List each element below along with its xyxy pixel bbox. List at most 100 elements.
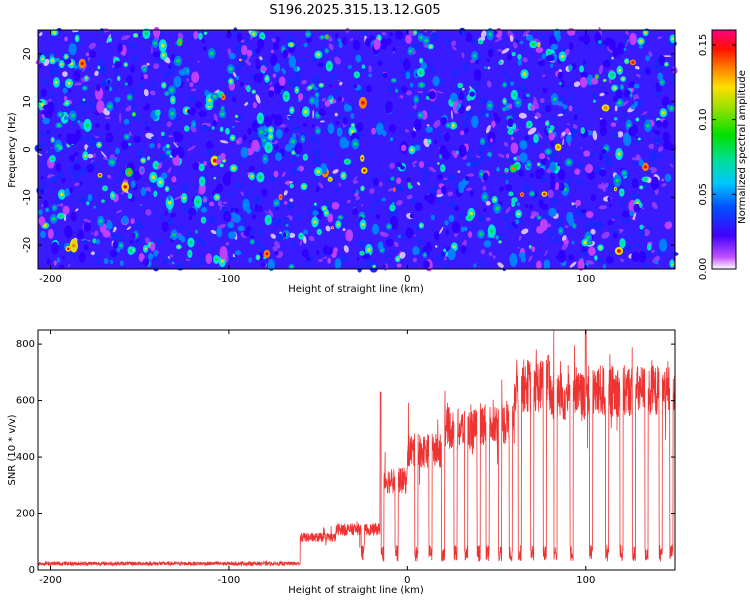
- spectrogram-blob: [273, 170, 279, 178]
- spectrogram-texture: [411, 196, 417, 205]
- spectrogram-texture: [539, 98, 545, 103]
- spectrogram-texture: [625, 30, 629, 35]
- spectrogram-blob: [562, 104, 568, 110]
- spectrogram-blob: [483, 66, 487, 69]
- spectrogram-blob: [251, 165, 255, 171]
- spectrogram-texture: [497, 153, 505, 158]
- spectrogram-blob: [382, 264, 386, 269]
- spectrogram-blob: [405, 227, 414, 239]
- spectrogram-texture: [264, 210, 268, 214]
- spectrogram-texture: [420, 179, 429, 185]
- spectrogram-blob: [40, 230, 46, 239]
- spectrogram-blob-core: [247, 87, 250, 90]
- spectrogram-blob: [241, 44, 248, 56]
- spectrogram-blob: [68, 89, 72, 93]
- spectrogram-xtick-label: 100: [576, 274, 595, 285]
- spectrogram-blob: [469, 91, 476, 97]
- spectrogram-blob: [38, 209, 43, 216]
- spectrogram-blob-core: [290, 265, 293, 269]
- spectrogram-blob: [229, 207, 234, 214]
- spectrogram-blob-core: [393, 188, 395, 191]
- spectrogram-texture: [327, 150, 333, 157]
- spectrogram-texture: [485, 200, 491, 206]
- spectrogram-texture: [291, 82, 296, 88]
- spectrogram-blob-core: [598, 246, 602, 250]
- spectrogram-blob: [546, 54, 555, 62]
- spectrogram-texture: [510, 110, 518, 115]
- spectrogram-blob: [61, 255, 65, 259]
- spectrogram-texture: [57, 174, 63, 180]
- spectrogram-blob: [505, 180, 509, 185]
- spectrogram-blob-core: [259, 130, 264, 134]
- spectrogram-texture: [551, 198, 558, 206]
- spectrogram-blob: [240, 146, 249, 159]
- spectrogram-blob: [278, 76, 286, 86]
- spectrogram-blob: [464, 176, 470, 182]
- spectrogram-texture: [404, 129, 409, 133]
- spectrogram-texture: [621, 199, 625, 207]
- spectrogram-texture: [290, 241, 296, 248]
- spectrogram-texture: [388, 188, 393, 192]
- spectrogram-blob-core: [50, 157, 54, 161]
- spectrogram-blob: [178, 148, 185, 159]
- spectrogram-blob-core: [214, 177, 216, 179]
- spectrogram-texture: [566, 84, 572, 90]
- spectrogram-texture: [42, 78, 47, 86]
- spectrogram-blob-core: [617, 100, 622, 105]
- spectrogram-blob: [83, 222, 91, 232]
- spectrogram-texture: [503, 157, 508, 161]
- spectrogram-blob: [313, 86, 318, 91]
- spectrogram-blob-core: [427, 97, 429, 99]
- spectrogram-blob-core: [161, 53, 166, 57]
- spectrogram-blob: [388, 123, 397, 134]
- spectrogram-blob-core: [161, 133, 164, 135]
- spectrogram-texture: [466, 156, 476, 161]
- spectrogram-blob-core: [488, 32, 492, 36]
- spectrogram-texture: [522, 184, 531, 192]
- spectrogram-blob-core: [516, 100, 520, 105]
- spectrogram-blob-core: [132, 113, 135, 116]
- spectrogram-blob: [426, 241, 431, 247]
- spectrogram-texture: [580, 147, 583, 150]
- spectrogram-texture: [558, 47, 567, 52]
- colorbar: 0.00 0.05 0.10 0.15 Normalized spectral amp…: [698, 29, 748, 280]
- spectrogram-blob-core: [177, 245, 181, 249]
- spectrogram-blob: [386, 37, 392, 46]
- spectrogram-blob-core: [330, 97, 332, 99]
- spectrogram-blob: [121, 215, 129, 225]
- spectrogram-texture: [49, 91, 55, 100]
- spectrogram-blob: [335, 32, 339, 39]
- spectrogram-texture: [78, 166, 88, 176]
- spectrogram-blob: [64, 188, 71, 197]
- spectrogram-texture: [224, 92, 234, 97]
- spectrogram-texture: [100, 80, 107, 88]
- spectrogram-texture: [457, 177, 461, 182]
- spectrogram-blob-core: [304, 156, 307, 159]
- spectrogram-texture: [653, 137, 663, 144]
- spectrogram-blob: [482, 172, 489, 182]
- spectrogram-blob-core: [301, 137, 304, 141]
- spectrogram-blob: [377, 241, 384, 250]
- spectrogram-blob: [371, 127, 376, 135]
- spectrogram-blob-core: [266, 218, 270, 222]
- spectrogram-texture: [271, 38, 277, 43]
- spectrogram-blob-core: [409, 185, 412, 188]
- spectrogram-blob: [342, 117, 348, 125]
- spectrogram-blob: [284, 127, 289, 133]
- spectrogram-texture: [146, 62, 150, 66]
- spectrogram-blob-core: [132, 249, 135, 252]
- spectrogram-blob: [233, 207, 240, 213]
- spectrogram-blob-core: [391, 206, 394, 210]
- spectrogram-blob: [261, 188, 268, 197]
- spectrogram-texture: [100, 175, 107, 180]
- spectrogram-texture: [173, 141, 179, 149]
- spectrogram-texture: [180, 225, 184, 231]
- spectrogram-blob: [202, 46, 207, 52]
- spectrogram-texture: [63, 216, 67, 222]
- spectrogram-blob: [610, 122, 617, 127]
- spectrogram-blob-core: [144, 247, 147, 250]
- spectrogram-blob: [313, 97, 319, 104]
- spectrogram-texture: [334, 112, 338, 117]
- spectrogram-blob-core: [617, 249, 621, 253]
